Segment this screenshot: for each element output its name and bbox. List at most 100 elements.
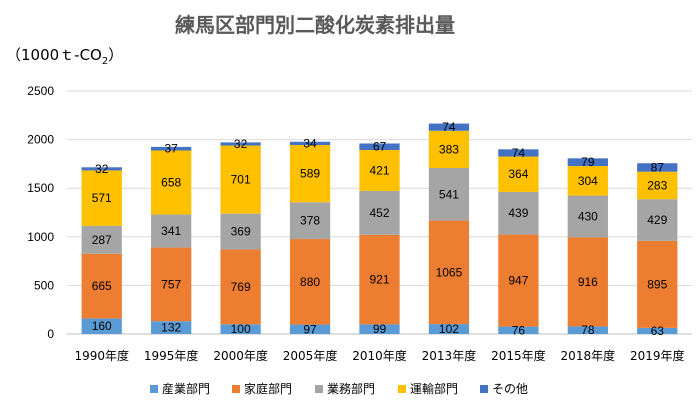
- chart-title: 練馬区部門別二酸化炭素排出量: [175, 13, 455, 37]
- data-label: 589: [300, 167, 320, 181]
- data-label: 429: [647, 213, 667, 227]
- bar-segment: [81, 225, 122, 254]
- x-tick-label: 2015年度: [491, 348, 546, 363]
- bar-segment: [567, 158, 608, 167]
- legend-swatch: [232, 385, 240, 393]
- bar-segment: [220, 145, 261, 214]
- legend-label: 家庭部門: [244, 381, 292, 396]
- bar-segment: [567, 166, 608, 196]
- data-label: 34: [303, 136, 317, 150]
- data-label: 364: [508, 167, 528, 181]
- bar-segment: [151, 214, 192, 248]
- y-tick-label: 0: [47, 327, 54, 341]
- bar-segment: [498, 149, 539, 157]
- bar-segment: [567, 326, 608, 334]
- bar-segment: [81, 253, 122, 319]
- x-tick-label: 2018年度: [561, 348, 616, 363]
- bar-segment: [428, 130, 470, 168]
- x-axis-labels: 1990年度 1995年度 2000年度 2005年度 2010年度 2013年度 2015…: [74, 348, 684, 363]
- bar-segment: [637, 327, 678, 334]
- bar-segment: [289, 141, 331, 146]
- bar-segment: [289, 239, 331, 325]
- bar-segment: [359, 234, 400, 325]
- data-label: 1065: [436, 265, 463, 279]
- bar-segment: [151, 321, 192, 334]
- y-tick-label: 1000: [27, 230, 54, 244]
- data-label: 921: [369, 273, 389, 287]
- bar-segment: [428, 220, 470, 325]
- data-label: 430: [578, 209, 598, 223]
- y-tick-label: 2000: [27, 133, 54, 147]
- data-label: 452: [369, 206, 389, 220]
- bar-segment: [289, 145, 331, 203]
- legend-swatch: [480, 385, 488, 393]
- bars: [81, 123, 678, 334]
- x-tick-label: 2005年度: [283, 348, 338, 363]
- data-label: 369: [231, 225, 251, 239]
- bar-segment: [81, 170, 122, 226]
- data-label: 383: [439, 142, 459, 156]
- legend-label: 業務部門: [327, 381, 375, 396]
- data-label: 74: [442, 120, 456, 134]
- bar-segment: [498, 156, 539, 192]
- data-label: 97: [303, 322, 317, 336]
- bar-segment: [359, 190, 400, 235]
- bar-segment: [220, 142, 261, 146]
- bar-segment: [220, 324, 261, 334]
- data-label: 132: [161, 321, 181, 335]
- data-label: 769: [231, 280, 251, 294]
- bar-segment: [359, 150, 400, 191]
- data-label: 341: [161, 224, 181, 238]
- data-label: 32: [234, 137, 248, 151]
- bar-segment: [289, 324, 331, 334]
- bar-segment: [567, 195, 608, 238]
- bar-segment: [428, 324, 470, 334]
- data-label: 304: [578, 174, 598, 188]
- x-tick-label: 2013年度: [422, 348, 477, 363]
- bar-segment: [428, 167, 470, 221]
- data-label: 99: [373, 322, 387, 336]
- legend-label: 産業部門: [162, 381, 210, 396]
- bar-segment: [637, 240, 678, 328]
- legend-swatch: [315, 385, 323, 393]
- data-label: 571: [92, 191, 112, 205]
- data-label: 658: [161, 175, 181, 189]
- legend-label: 運輸部門: [410, 381, 458, 396]
- bar-segment: [428, 123, 470, 131]
- bar-segment: [498, 326, 539, 334]
- bar-segment: [359, 324, 400, 334]
- data-label: 287: [92, 233, 112, 247]
- x-tick-label: 2010年度: [352, 348, 407, 363]
- data-label: 880: [300, 275, 320, 289]
- data-label: 378: [300, 214, 320, 228]
- bar-segment: [81, 167, 122, 171]
- data-label: 32: [95, 162, 109, 176]
- bar-segment: [151, 146, 192, 151]
- data-label: 67: [373, 140, 387, 154]
- data-label: 916: [578, 275, 598, 289]
- data-label: 283: [647, 178, 667, 192]
- bar-segment: [151, 150, 192, 215]
- bar-segment: [567, 237, 608, 327]
- x-tick-label: 1995年度: [144, 348, 199, 363]
- legend-swatch: [150, 385, 158, 393]
- data-label: 76: [512, 323, 526, 337]
- x-tick-label: 2019年度: [630, 348, 685, 363]
- data-label: 665: [92, 279, 112, 293]
- unit-label-prefix: （1000ｔ-CO: [6, 46, 102, 64]
- bar-segment: [359, 143, 400, 151]
- unit-label-suffix: ）: [108, 46, 123, 64]
- data-label: 100: [231, 322, 251, 336]
- legend-swatch: [398, 385, 406, 393]
- data-label: 895: [647, 277, 667, 291]
- bar-segment: [81, 318, 122, 334]
- data-label: 87: [651, 160, 665, 174]
- unit-label-subscript: 2: [102, 56, 108, 67]
- data-label: 102: [439, 322, 459, 336]
- y-axis-ticks: 0 500 1000 1500 2000 2500: [27, 84, 54, 341]
- y-tick-label: 1500: [27, 181, 54, 195]
- bar-segment: [637, 171, 678, 200]
- bar-segment: [498, 191, 539, 235]
- bar-segment: [220, 213, 261, 250]
